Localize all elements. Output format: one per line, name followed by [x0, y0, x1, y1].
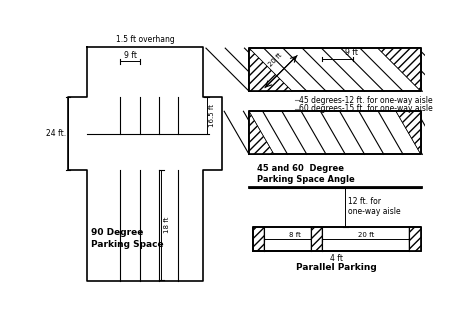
Text: 4 ft: 4 ft	[330, 254, 343, 263]
Text: 12 ft. for
one-way aisle: 12 ft. for one-way aisle	[348, 197, 401, 216]
Polygon shape	[253, 227, 264, 251]
Text: 1.5 ft overhang: 1.5 ft overhang	[116, 35, 174, 44]
Text: 60 degrees-15 ft. for one-way aisle: 60 degrees-15 ft. for one-way aisle	[299, 104, 433, 113]
Text: 9 ft: 9 ft	[346, 48, 358, 57]
Polygon shape	[378, 48, 421, 91]
Text: 18 ft: 18 ft	[164, 217, 170, 233]
Polygon shape	[310, 227, 322, 251]
Text: 9 ft: 9 ft	[124, 51, 137, 60]
Polygon shape	[409, 227, 421, 251]
Text: 45 and 60  Degree
Parking Space Angle: 45 and 60 Degree Parking Space Angle	[257, 164, 355, 184]
Text: 24 ft.: 24 ft.	[46, 129, 66, 138]
Polygon shape	[396, 111, 421, 154]
Text: 20 ft: 20 ft	[267, 52, 283, 68]
Polygon shape	[249, 111, 274, 154]
Text: 16.5 ft: 16.5 ft	[209, 104, 215, 127]
Text: 90 Degree
Parking Space: 90 Degree Parking Space	[91, 228, 164, 249]
Text: 45 degrees-12 ft. for one-way aisle: 45 degrees-12 ft. for one-way aisle	[299, 96, 433, 105]
Text: 20 ft: 20 ft	[357, 232, 374, 237]
Text: 8 ft: 8 ft	[289, 232, 301, 237]
Text: Parallel Parking: Parallel Parking	[297, 263, 377, 272]
Polygon shape	[249, 48, 292, 91]
